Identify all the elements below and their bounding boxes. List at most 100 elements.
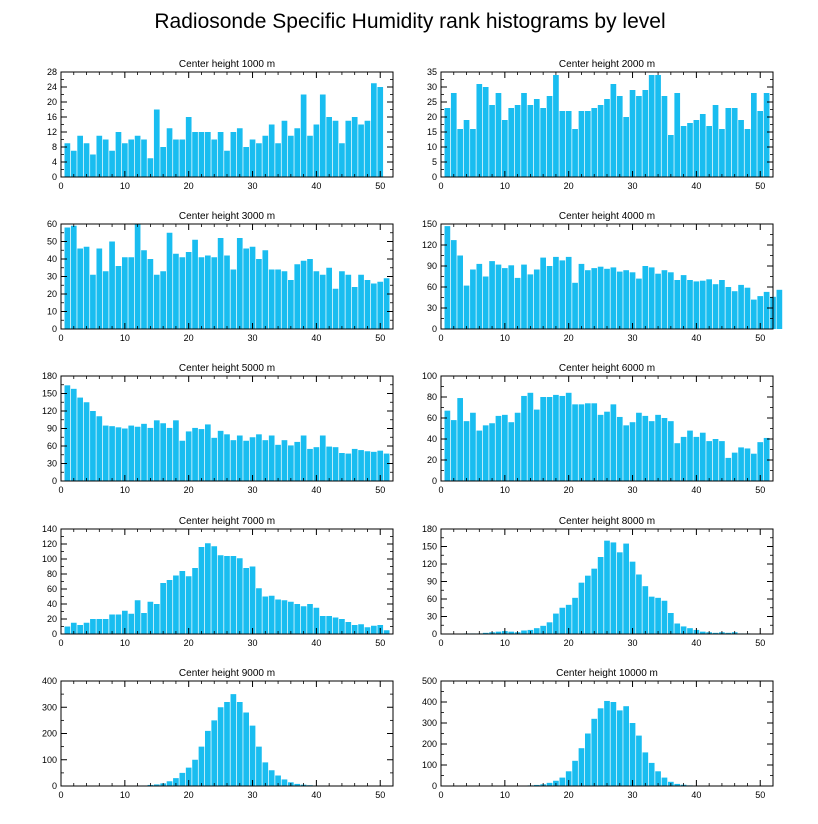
histogram-bar <box>655 75 661 177</box>
histogram-bar <box>744 448 751 481</box>
histogram-bar <box>211 257 218 329</box>
y-tick-label: 15 <box>427 127 437 137</box>
histogram-bar <box>364 627 371 634</box>
histogram-bar <box>533 269 540 329</box>
histogram-panel: Center height 8000 m 0 10 20 30 40 50 0 30 60 90 12… <box>422 516 774 648</box>
histogram-bar <box>268 595 275 634</box>
y-tick-label: 30 <box>427 612 437 622</box>
y-tick-label: 150 <box>422 542 437 552</box>
histogram-bar <box>712 105 719 177</box>
x-tick-label: 50 <box>755 790 765 800</box>
histogram-bar <box>623 543 629 634</box>
histogram-bar <box>326 446 332 481</box>
histogram-bar <box>243 147 249 177</box>
histogram-bar <box>674 623 681 634</box>
histogram-bar <box>604 540 610 634</box>
histogram-bar <box>319 616 326 634</box>
y-tick-label: 25 <box>427 97 437 107</box>
x-tick-label: 20 <box>564 638 574 648</box>
histogram-bar <box>128 257 135 329</box>
histogram-bar <box>680 275 687 329</box>
histogram-bar <box>444 108 451 177</box>
histogram-bar <box>166 781 173 786</box>
histogram-bar <box>173 575 179 634</box>
histogram-bar <box>134 426 141 481</box>
histogram-bar <box>648 596 655 634</box>
x-tick-label: 10 <box>500 485 510 495</box>
histogram-bar <box>166 580 173 634</box>
histogram-bar <box>616 710 623 786</box>
histogram-bar <box>578 111 585 177</box>
histogram-bar <box>345 120 352 177</box>
histogram-bar <box>307 135 313 177</box>
panel-title: Center height 2000 m <box>559 59 655 70</box>
histogram-bar <box>307 259 313 329</box>
y-tick-label: 120 <box>42 539 57 549</box>
histogram-bar <box>211 720 218 787</box>
histogram-bar <box>546 397 553 481</box>
histogram-bar <box>236 128 243 177</box>
histogram-bar <box>147 259 154 329</box>
histogram-bar <box>738 447 744 481</box>
y-tick-label: 150 <box>422 219 437 229</box>
histogram-panel: Center height 6000 m 0 10 20 30 40 50 0 20 40 60 80… <box>422 363 774 495</box>
histogram-bar <box>262 440 269 481</box>
histogram-bar <box>533 628 540 634</box>
histogram-bar <box>712 439 719 481</box>
histogram-bar <box>230 440 237 481</box>
panel-title: Center height 5000 m <box>179 363 275 374</box>
histogram-bar <box>358 124 364 177</box>
histogram-panel: Center height 1000 m 0 10 20 30 40 50 0 4 8 12 16 20… <box>47 59 394 191</box>
histogram-bar <box>450 420 457 481</box>
histogram-bar <box>90 274 96 329</box>
y-tick-label: 0 <box>52 629 57 639</box>
histogram-bar <box>198 132 205 177</box>
y-tick-label: 40 <box>47 254 57 264</box>
y-tick-label: 16 <box>47 112 57 122</box>
y-tick-label: 10 <box>427 142 437 152</box>
histogram-bar <box>198 547 205 634</box>
histogram-bar <box>211 139 218 177</box>
histogram-bar <box>470 412 476 481</box>
histogram-bar <box>77 397 83 481</box>
histogram-bar <box>540 108 546 177</box>
y-tick-label: 35 <box>427 67 437 77</box>
histogram-bar <box>300 260 307 329</box>
histogram-bar <box>198 257 205 329</box>
histogram-bar <box>699 631 706 634</box>
histogram-bar <box>383 630 390 634</box>
histogram-bar <box>559 260 566 329</box>
histogram-bar <box>450 93 457 177</box>
histogram-bar <box>249 139 256 177</box>
histogram-bar <box>470 269 476 329</box>
histogram-bar <box>300 94 307 177</box>
histogram-bar <box>674 280 681 329</box>
histogram-bar <box>687 628 693 634</box>
histogram-bar <box>540 625 546 634</box>
histogram-bar <box>693 436 700 481</box>
histogram-bar <box>122 610 128 634</box>
histogram-bar <box>345 274 352 329</box>
histogram-bar <box>489 105 495 177</box>
histogram-bar <box>141 139 147 177</box>
y-tick-label: 40 <box>427 434 437 444</box>
histogram-bar <box>553 75 559 177</box>
histogram-bar <box>153 604 160 634</box>
x-tick-label: 0 <box>58 181 63 191</box>
histogram-bar <box>185 576 192 634</box>
histogram-bar <box>268 435 275 481</box>
x-tick-label: 50 <box>375 638 385 648</box>
histogram-bar <box>591 108 598 177</box>
histogram-bar <box>578 748 585 786</box>
y-tick-label: 200 <box>422 739 437 749</box>
histogram-bar <box>173 420 179 481</box>
y-tick-label: 12 <box>47 127 57 137</box>
histogram-bar <box>83 622 90 634</box>
histogram-bar <box>642 266 649 329</box>
x-tick-label: 30 <box>248 181 258 191</box>
histogram-bar <box>457 129 463 177</box>
histogram-bar <box>533 784 540 786</box>
histogram-bar <box>77 625 83 634</box>
histogram-bar <box>610 702 617 786</box>
histogram-bar <box>597 708 604 786</box>
